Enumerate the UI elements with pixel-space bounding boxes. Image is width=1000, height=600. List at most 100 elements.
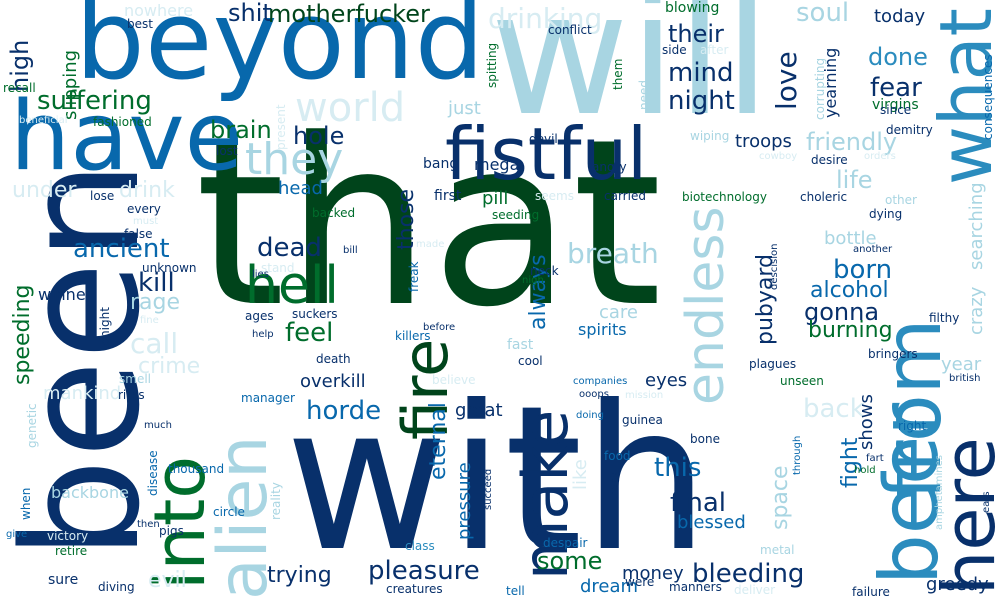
- word-with: with: [285, 363, 710, 596]
- word-crazy: crazy: [966, 286, 987, 335]
- word-biotechnology: biotechnology: [682, 190, 767, 204]
- word-freak: freak: [407, 261, 421, 292]
- word-believe: believe: [432, 373, 476, 387]
- word-under: under: [12, 178, 77, 203]
- word-night: night: [668, 86, 735, 116]
- word-hold: hold: [854, 465, 876, 476]
- word-speeding: speeding: [10, 284, 35, 385]
- word-pill: pill: [482, 188, 509, 209]
- word-devil: devil: [529, 132, 558, 146]
- word-blowing: blowing: [665, 0, 720, 16]
- word-british: british: [949, 373, 981, 384]
- word-companies: companies: [573, 376, 628, 387]
- word-slipping: slipping: [60, 49, 81, 120]
- word-ages: ages: [245, 309, 274, 323]
- word-lies: lies: [252, 269, 269, 280]
- word-retire: retire: [55, 544, 88, 558]
- word-great: great: [455, 400, 503, 421]
- word-virgins: virgins: [872, 97, 919, 113]
- word-soul: soul: [796, 0, 850, 28]
- word-present: present: [274, 104, 288, 150]
- word-final: final: [670, 488, 727, 518]
- word-tonight: tonight: [98, 307, 112, 350]
- word-rites: rites: [118, 388, 145, 402]
- word-thank: thank: [609, 471, 620, 500]
- word-deliver: deliver: [734, 583, 776, 597]
- word-world: world: [295, 85, 406, 131]
- word-another: another: [853, 244, 893, 255]
- word-troops: troops: [735, 131, 792, 152]
- word-horde: horde: [306, 396, 382, 426]
- word-fast: fast: [507, 337, 534, 353]
- word-pigs: pigs: [159, 524, 184, 538]
- word-need: need: [637, 80, 651, 110]
- word-side: side: [662, 43, 687, 57]
- word-dead: dead: [257, 233, 322, 263]
- word-succeed: succeed: [483, 468, 494, 510]
- word-before: before: [423, 322, 456, 333]
- word-plagues: plagues: [749, 357, 797, 371]
- word-right: right: [898, 419, 927, 433]
- word-victory: victory: [47, 529, 89, 543]
- word-beyond: beyond: [75, 0, 485, 104]
- word-love: love: [770, 51, 803, 110]
- word-metal: metal: [760, 543, 795, 557]
- word-disease: disease: [146, 450, 160, 496]
- word-endless: endless: [676, 206, 736, 405]
- word-life: life: [836, 166, 873, 194]
- word-reality: reality: [269, 482, 283, 520]
- word-amphetamines: amphetamines: [934, 455, 945, 530]
- word-call: call: [130, 327, 179, 360]
- word-were: were: [625, 575, 655, 589]
- word-mind: mind: [668, 58, 734, 88]
- word-they: they: [245, 134, 344, 185]
- word-dream: dream: [580, 576, 639, 597]
- word-orders: orders: [864, 151, 896, 162]
- word-shit: shit: [228, 0, 272, 27]
- word-stand: stand: [261, 261, 295, 275]
- word-seems: seems: [535, 189, 574, 203]
- word-just: just: [448, 98, 481, 119]
- word-after: after: [700, 43, 729, 57]
- word-hell: hell: [245, 256, 339, 316]
- word-will: will: [490, 0, 771, 154]
- word-this: this: [654, 453, 702, 483]
- word-pleasure: pleasure: [368, 556, 480, 586]
- word-diving: diving: [98, 580, 135, 594]
- word-desire: desire: [811, 153, 848, 167]
- word-consequences: consequences: [981, 54, 995, 140]
- word-since: since: [880, 103, 912, 117]
- word-friendly: friendly: [806, 128, 898, 156]
- word-ears: ears: [981, 491, 992, 513]
- word-born: born: [833, 255, 893, 285]
- word-unseen: unseen: [780, 374, 824, 388]
- word-suckers: suckers: [292, 307, 338, 321]
- word-head: head: [278, 178, 323, 199]
- word-nowhere: nowhere: [124, 1, 194, 20]
- word-cowboy: cowboy: [759, 151, 798, 162]
- word-much: much: [144, 420, 172, 431]
- word-yearning: yearning: [821, 47, 840, 118]
- word-burning: burning: [808, 318, 893, 343]
- word-trying: trying: [267, 563, 332, 588]
- word-help: help: [252, 329, 274, 340]
- word-mega: mega: [474, 155, 520, 174]
- word-guinea: guinea: [622, 413, 663, 427]
- word-filthy: filthy: [929, 311, 960, 325]
- word-crime: crime: [138, 354, 201, 379]
- word-false: false: [124, 227, 153, 241]
- word-year: year: [941, 354, 982, 375]
- word-tell: tell: [506, 584, 525, 598]
- word-death: death: [316, 352, 351, 366]
- word-drinking: drinking: [488, 2, 603, 35]
- word-mission: mission: [625, 390, 664, 401]
- word-choleric: choleric: [800, 190, 848, 204]
- word-fine: fine: [140, 315, 159, 326]
- word-thousand: thousand: [168, 462, 225, 476]
- word-class: class: [405, 539, 435, 553]
- word-creatures: creatures: [386, 582, 443, 596]
- word-back: back: [803, 394, 865, 424]
- word-despair: despair: [543, 536, 588, 550]
- word-gonna: gonna: [804, 298, 880, 326]
